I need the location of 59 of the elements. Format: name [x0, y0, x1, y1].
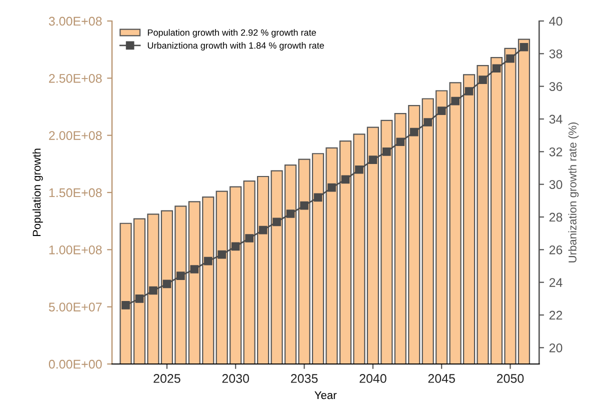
point	[190, 265, 199, 274]
point	[231, 242, 240, 251]
y-tick-label: 1.00E+08	[49, 245, 102, 254]
y2-tick-label: 32	[549, 147, 562, 156]
point	[122, 301, 130, 310]
point	[355, 165, 364, 174]
y-tick-label: 3.00E+08	[48, 16, 102, 26]
y2-tick-label: 34	[549, 114, 562, 124]
y2-tick-label: 20	[549, 343, 562, 352]
point	[506, 54, 514, 63]
y2-tick-label: 36	[549, 82, 562, 91]
x-tick-label: 2045	[428, 374, 455, 383]
point	[218, 250, 226, 259]
y2-tick-label: 30	[549, 180, 562, 189]
legend-label: Population growth with 2.92 % growth rate	[148, 29, 316, 38]
y-tick-label: 1.50E+08	[49, 188, 102, 198]
x-tick-label: 2035	[290, 374, 318, 383]
point	[368, 156, 378, 164]
point	[176, 272, 185, 280]
x-tick-label: 2030	[222, 374, 250, 383]
point	[162, 280, 172, 288]
y-tick-label: 2.50E+08	[49, 74, 102, 83]
x-tick-label: 2050	[496, 374, 524, 383]
y-tick-label: 5.00E+07	[48, 302, 102, 312]
point	[300, 201, 308, 210]
point	[314, 193, 322, 202]
point	[272, 218, 281, 226]
point	[492, 64, 501, 73]
y2-tick-label: 26	[549, 245, 562, 254]
point	[396, 138, 405, 146]
point	[437, 106, 446, 115]
y-tick-label: 2.00E+08	[49, 131, 102, 140]
point	[478, 76, 487, 84]
y2-tick-label: 24	[549, 278, 562, 287]
point	[341, 175, 350, 184]
y2-tick-label: 28	[549, 212, 562, 222]
point	[424, 118, 432, 126]
point	[149, 286, 158, 295]
y-axis-title: Population growth	[32, 148, 43, 236]
point	[258, 226, 268, 234]
point	[135, 294, 144, 303]
point	[451, 96, 460, 106]
legend-label: Urbaniztiona growth with 1.84 % growth rate	[148, 42, 324, 50]
x-axis-title: Year	[314, 391, 337, 400]
point	[204, 256, 212, 266]
y-tick-label: 0.00E+00	[48, 360, 102, 369]
y2-tick-label: 40	[549, 16, 562, 26]
y2-tick-label: 38	[549, 49, 562, 58]
point	[328, 183, 336, 192]
point	[520, 42, 528, 52]
point	[286, 210, 295, 218]
y2-tick-label: 22	[549, 310, 562, 320]
point	[410, 128, 418, 136]
x-tick-label: 2025	[154, 374, 180, 383]
y2-axis-title: Urbanization growth rate (%)	[568, 122, 579, 262]
point	[245, 234, 254, 242]
point	[382, 148, 391, 156]
point	[464, 87, 474, 96]
x-tick-label: 2040	[360, 374, 386, 383]
